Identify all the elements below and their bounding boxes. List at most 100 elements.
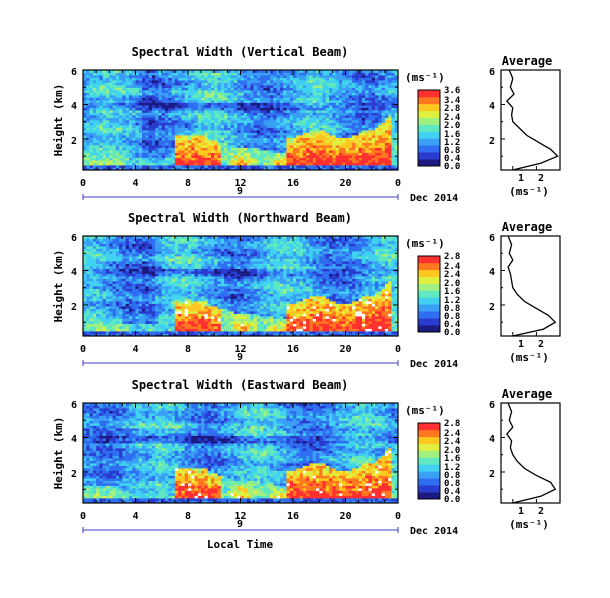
heatmap-cell [158, 97, 163, 101]
heatmap-cell [105, 318, 110, 322]
heatmap-cell [224, 92, 228, 96]
heatmap-cell [286, 150, 291, 153]
heatmap-cell [125, 145, 130, 148]
heatmap-cell [142, 328, 146, 332]
heatmap-cell [361, 102, 366, 106]
heatmap-cell [342, 132, 346, 136]
heatmap-cell [348, 160, 353, 163]
heatmap-cell [270, 107, 274, 111]
heatmap-cell [109, 333, 113, 337]
heatmap-cell [230, 117, 235, 121]
heatmap-cell [256, 117, 261, 121]
heatmap-cell [197, 97, 202, 101]
heatmap-cell [148, 326, 153, 329]
heatmap-cell [253, 85, 258, 88]
heatmap-cell [151, 278, 156, 282]
heatmap-cell [184, 120, 189, 123]
heatmap-cell [86, 90, 90, 93]
heatmap-cell [96, 125, 100, 128]
heatmap-cell [283, 110, 287, 113]
heatmap-cell [322, 92, 327, 96]
heatmap-cell [148, 278, 153, 282]
heatmap-cell [227, 120, 232, 123]
heatmap-cell [155, 331, 159, 334]
heatmap-cell [99, 125, 104, 128]
heatmap-cell [250, 107, 255, 111]
heatmap-cell [145, 306, 150, 309]
heatmap-cell [132, 243, 136, 247]
heatmap-cell [335, 112, 340, 116]
heatmap-cell [240, 137, 245, 141]
heatmap-cell [109, 263, 113, 267]
heatmap-cell [132, 283, 136, 287]
heatmap-cell [174, 87, 179, 91]
heatmap-cell [348, 142, 353, 146]
heatmap-cell [112, 298, 117, 302]
heatmap-cell [105, 311, 110, 314]
heatmap-cell [388, 115, 392, 118]
heatmap-cell [283, 147, 287, 151]
heatmap-cell [260, 160, 264, 163]
heatmap-cell [243, 135, 248, 138]
heatmap-cell [161, 246, 166, 249]
heatmap-cell [276, 162, 281, 166]
heatmap-cell [148, 120, 153, 123]
heatmap-cell [142, 135, 146, 138]
heatmap-cell [128, 160, 133, 163]
heatmap-cell [105, 261, 110, 264]
heatmap-cell [247, 135, 251, 138]
heatmap-cell [233, 70, 238, 73]
heatmap-cell [119, 296, 123, 299]
heatmap-cell [322, 142, 327, 146]
heatmap-cell [181, 127, 186, 131]
heatmap-cell [319, 165, 323, 168]
heatmap-cell [217, 122, 222, 126]
heatmap-cell [319, 82, 323, 86]
heatmap-cell [207, 100, 212, 103]
heatmap-cell [270, 77, 274, 81]
heatmap-cell [165, 318, 169, 322]
heatmap-cell [122, 306, 127, 309]
heatmap-cell [151, 115, 156, 118]
heatmap-cell [319, 115, 323, 118]
heatmap-cell [381, 122, 386, 126]
heatmap-cell [125, 112, 130, 116]
heatmap-cell [128, 162, 133, 166]
heatmap-cell [142, 278, 146, 282]
heatmap-cell [299, 107, 304, 111]
heatmap-cell [138, 296, 143, 299]
heatmap-cell [99, 85, 104, 88]
heatmap-cell [302, 112, 307, 116]
heatmap-cell [361, 80, 366, 83]
heatmap-cell [309, 100, 314, 103]
heatmap-cell [148, 303, 153, 307]
heatmap-cell [253, 87, 258, 91]
heatmap-cell [122, 311, 127, 314]
heatmap-cell [306, 157, 310, 161]
heatmap-cell [151, 333, 156, 337]
heatmap-cell [89, 238, 94, 242]
heatmap-cell [375, 140, 379, 143]
heatmap-cell [276, 142, 281, 146]
heatmap-cell [109, 112, 113, 116]
heatmap-cell [105, 130, 110, 133]
heatmap-cell [217, 102, 222, 106]
heatmap-cell [381, 157, 386, 161]
heatmap-cell [266, 152, 271, 156]
heatmap-cell [247, 115, 251, 118]
heatmap-cell [256, 107, 261, 111]
heatmap-cell [96, 261, 100, 264]
heatmap-cell [194, 157, 199, 161]
heatmap-cell [286, 70, 291, 73]
heatmap-cell [132, 142, 136, 146]
heatmap-cell [394, 82, 399, 86]
heatmap-cell [102, 241, 107, 244]
heatmap-cell [142, 326, 146, 329]
heatmap-cell [92, 152, 97, 156]
heatmap-cell [142, 87, 146, 91]
heatmap-cell [119, 105, 123, 108]
heatmap-cell [122, 323, 127, 327]
heatmap-cell [332, 97, 337, 101]
heatmap-cell [381, 145, 386, 148]
heatmap-cell [273, 135, 277, 138]
